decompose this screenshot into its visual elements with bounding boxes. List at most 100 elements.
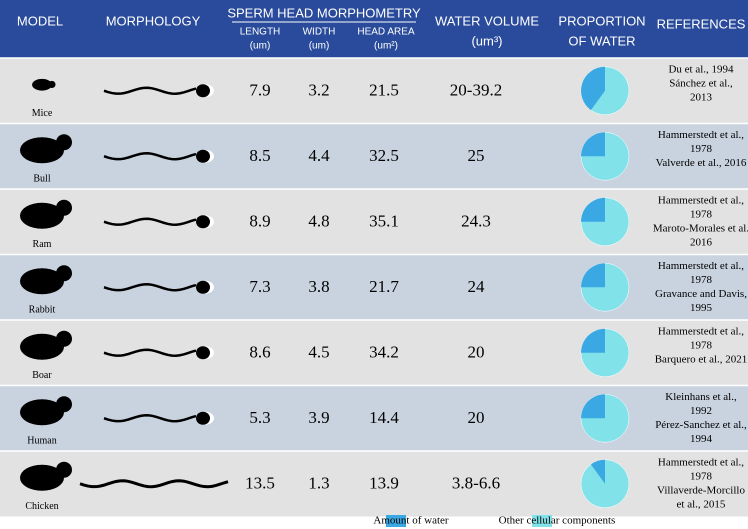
model-name: Mice [32, 108, 53, 119]
reference: 1978 [690, 274, 713, 286]
reference: 2013 [690, 92, 713, 104]
animal-icon [20, 399, 64, 426]
animal-icon [20, 464, 64, 491]
pie-water [590, 459, 605, 484]
cell-area: 34.2 [369, 343, 399, 362]
header-proportion: PROPORTION [558, 13, 645, 28]
animal-icon [56, 461, 72, 478]
reference: Villaverde-Morcillo [657, 485, 745, 497]
header-references: REFERENCES [657, 16, 746, 31]
cell-water-volume: 24.3 [461, 212, 491, 231]
animal-icon [56, 396, 72, 413]
cell-length: 8.5 [249, 146, 270, 165]
sperm-head [196, 149, 210, 163]
reference: 2016 [690, 237, 713, 249]
reference: Du et al., 1994 [668, 64, 734, 76]
reference: Hammerstedt et al., [658, 195, 744, 207]
reference: et al., 2015 [677, 499, 726, 511]
header-morphometry: SPERM HEAD MORPHOMETRY [227, 5, 421, 20]
legend-label: Other cellular components [499, 515, 616, 527]
reference: 1994 [690, 433, 713, 445]
pie-water [581, 132, 605, 157]
header-model: MODEL [17, 13, 63, 28]
animal-icon [48, 80, 56, 89]
sperm-head [196, 280, 210, 294]
header-width: WIDTH [303, 27, 336, 38]
animal-icon [56, 330, 72, 347]
sperm-head [196, 346, 210, 360]
header-width: (um) [309, 41, 330, 52]
reference: 1992 [690, 405, 712, 417]
reference: Hammerstedt et al., [658, 260, 744, 272]
sperm-tail [103, 86, 197, 95]
header-morphology: MORPHOLOGY [106, 13, 201, 28]
legend-label: Amount of water [373, 515, 448, 527]
pie-water [580, 66, 605, 111]
reference: 1978 [690, 143, 713, 155]
reference: Valverde et al., 2016 [656, 157, 747, 169]
pie-water [581, 197, 605, 222]
sperm-tail [79, 479, 229, 489]
animal-icon [32, 78, 52, 91]
cell-width: 4.4 [308, 146, 330, 165]
cell-width: 3.9 [308, 408, 329, 427]
header-length: LENGTH [240, 27, 281, 38]
pie-water [581, 263, 605, 288]
cell-area: 21.5 [369, 81, 399, 100]
animal-icon [56, 134, 72, 151]
header-area: (um²) [374, 41, 398, 52]
animal-icon [20, 268, 64, 295]
legend-swatch [532, 515, 552, 527]
cell-length: 5.3 [249, 408, 270, 427]
sperm-head [196, 84, 210, 98]
header-bg [0, 0, 748, 58]
sperm-tail [103, 283, 197, 292]
sperm-tail [103, 152, 197, 161]
cell-width: 3.2 [308, 81, 329, 100]
reference: 1978 [690, 340, 713, 352]
cell-length: 7.3 [249, 277, 270, 296]
cell-area: 32.5 [369, 146, 399, 165]
cell-area: 35.1 [369, 212, 399, 231]
model-name: Rabbit [29, 304, 56, 315]
cell-area: 21.7 [369, 277, 399, 296]
cell-width: 4.5 [308, 343, 329, 362]
animal-icon [20, 202, 64, 229]
cell-length: 7.9 [249, 81, 270, 100]
reference: 1978 [690, 209, 713, 221]
model-name: Bull [33, 173, 50, 184]
reference: Hammerstedt et al., [658, 326, 744, 338]
cell-water-volume: 20 [468, 343, 485, 362]
sperm-tail [103, 348, 197, 357]
cell-water-volume: 25 [468, 146, 485, 165]
reference: Hammerstedt et al., [658, 457, 744, 469]
animal-icon [20, 137, 64, 164]
pie-water [581, 394, 605, 419]
cell-water-volume: 20-39.2 [450, 81, 502, 100]
header-water-volume: WATER VOLUME [435, 13, 539, 28]
header-length: (um) [250, 41, 271, 52]
reference: 1995 [690, 302, 713, 314]
cell-water-volume: 3.8-6.6 [452, 474, 500, 493]
reference: Maroto-Morales et al. [653, 223, 748, 235]
cell-width: 3.8 [308, 277, 329, 296]
model-name: Chicken [25, 501, 58, 512]
animal-icon [56, 199, 72, 216]
animal-icon [56, 265, 72, 282]
sperm-tail [103, 414, 197, 423]
pie-water [581, 328, 605, 353]
cell-length: 8.9 [249, 212, 270, 231]
cell-width: 4.8 [308, 212, 329, 231]
cell-water-volume: 20 [468, 408, 485, 427]
legend-swatch [386, 515, 406, 527]
header-proportion: OF WATER [568, 33, 635, 48]
reference: 1978 [690, 471, 713, 483]
model-name: Boar [32, 370, 52, 381]
cell-length: 13.5 [245, 474, 275, 493]
cell-length: 8.6 [249, 343, 270, 362]
cell-water-volume: 24 [468, 277, 486, 296]
reference: Gravance and Davis, [655, 288, 747, 300]
model-name: Human [27, 435, 56, 446]
sperm-tail [103, 217, 197, 226]
header-area: HEAD AREA [357, 27, 415, 38]
